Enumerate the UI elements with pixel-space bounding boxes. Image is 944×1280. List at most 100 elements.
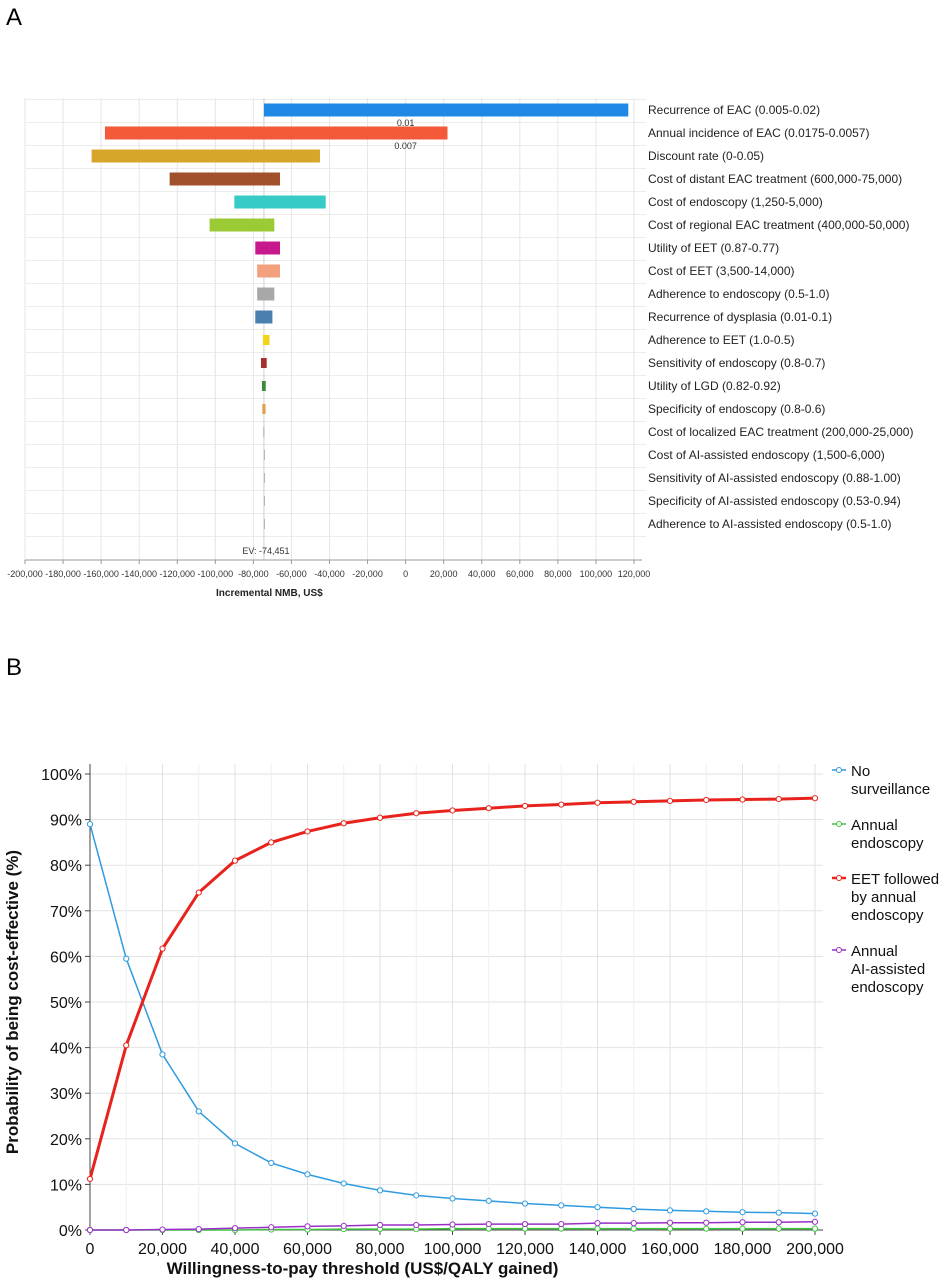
y-tick-label: 80%: [50, 858, 82, 875]
series-point: [811, 1210, 819, 1217]
series-point: [739, 1219, 746, 1226]
series-point: [195, 889, 202, 896]
series-point: [340, 820, 347, 827]
series-point: [739, 1225, 746, 1232]
series-point: [159, 945, 166, 952]
series-point: [123, 1042, 130, 1049]
y-tick-label: 100%: [41, 767, 82, 784]
bar-label: Sensitivity of AI-assisted endoscopy (0.…: [648, 471, 901, 485]
series-point: [703, 1225, 710, 1232]
series-point: [123, 1226, 130, 1234]
tornado-bar: [169, 172, 281, 186]
series-point: [775, 795, 782, 803]
bar-label: Specificity of AI-assisted endoscopy (0.…: [648, 494, 901, 508]
x-tick-label: -60,000: [276, 569, 307, 579]
series-point: [159, 1051, 166, 1058]
series-point: [340, 1222, 347, 1229]
tornado-bar: [261, 381, 266, 391]
series-point: [485, 1220, 492, 1228]
legend-label: endoscopy: [851, 907, 924, 924]
series-point: [521, 1220, 529, 1228]
x-axis-title: Incremental NMB, US$: [216, 588, 323, 599]
series-point: [811, 795, 819, 802]
x-tick-label: -40,000: [314, 569, 345, 579]
tornado-bar: [257, 264, 281, 278]
x-tick-label: 80,000: [356, 1241, 405, 1258]
series-point: [485, 805, 492, 812]
series-point: [340, 1180, 347, 1187]
series-point: [775, 1209, 782, 1216]
series-point: [558, 801, 565, 808]
legend-label: Annual: [851, 817, 898, 834]
legend-marker: [836, 875, 842, 881]
y-tick-label: 20%: [50, 1132, 82, 1149]
y-tick-label: 40%: [50, 1041, 82, 1058]
bar-label: Cost of EET (3,500-14,000): [648, 264, 795, 278]
series-point: [703, 1208, 710, 1215]
series-point: [703, 796, 710, 804]
tornado-bar: [234, 195, 326, 209]
series-point: [413, 1192, 420, 1199]
tornado-bar: [260, 358, 267, 368]
series-point: [268, 839, 275, 846]
x-tick-label: -120,000: [159, 569, 195, 579]
x-tick-label: 120,000: [618, 569, 651, 579]
series-point: [811, 1218, 819, 1225]
series-point: [86, 821, 94, 828]
series-point: [666, 1207, 674, 1214]
series-point: [123, 955, 130, 962]
tornado-bar: [263, 427, 265, 437]
series-point: [811, 1225, 819, 1232]
y-axis-title: Probability of being cost-effective (%): [3, 850, 22, 1154]
tornado-bar: [255, 310, 273, 324]
y-tick-label: 30%: [50, 1086, 82, 1103]
bar-label: Utility of LGD (0.82-0.92): [648, 379, 781, 393]
bar-label: Utility of EET (0.87-0.77): [648, 241, 779, 255]
bar-label: Cost of regional EAC treatment (400,000-…: [648, 218, 909, 232]
series-point: [449, 1221, 456, 1228]
series-point: [630, 1220, 637, 1227]
series-point: [268, 1159, 275, 1167]
tornado-bar: [263, 450, 265, 460]
x-tick-label: 0: [86, 1241, 95, 1258]
bar-label: Cost of endoscopy (1,250-5,000): [648, 195, 823, 209]
series-point: [449, 1195, 456, 1202]
legend-label: Annual: [851, 943, 898, 960]
legend-label: EET followed: [851, 871, 939, 888]
x-tick-label: -160,000: [83, 569, 119, 579]
series-point: [304, 1223, 311, 1230]
bar-label: Recurrence of dysplasia (0.01-0.1): [648, 310, 832, 324]
bar-label: Adherence to EET (1.0-0.5): [648, 333, 795, 347]
legend-marker: [836, 767, 842, 773]
x-tick-label: -140,000: [121, 569, 157, 579]
bar-annotation: 0.01: [397, 118, 415, 128]
x-tick-label: 120,000: [496, 1241, 554, 1258]
legend-marker: [836, 947, 842, 953]
series-point: [231, 1140, 239, 1147]
y-tick-label: 90%: [50, 813, 82, 830]
series-point: [485, 1197, 492, 1204]
ev-label: EV: -74,451: [242, 546, 289, 556]
series-point: [376, 814, 384, 821]
bar-label: Adherence to endoscopy (0.5-1.0): [648, 287, 829, 301]
bar-label: Discount rate (0-0.05): [648, 149, 764, 163]
series-point: [739, 1209, 746, 1216]
tornado-bar: [263, 519, 265, 529]
tornado-bar: [91, 149, 320, 163]
series-point: [775, 1225, 782, 1232]
tornado-chart: EV: -74,451 Recurrence of EAC (0.005-0.02…: [7, 98, 913, 599]
x-tick-label: 40,000: [211, 1241, 260, 1258]
series-point: [521, 1200, 529, 1207]
panel-a-label: A: [6, 4, 23, 31]
legend-label: endoscopy: [851, 979, 924, 996]
x-tick-label: -100,000: [198, 569, 234, 579]
series-point: [630, 1225, 637, 1232]
series-point: [630, 798, 637, 805]
series-point: [666, 1219, 674, 1226]
series-point: [268, 1224, 275, 1231]
series-point: [413, 1221, 420, 1229]
acceptability-curve-chart: 0% 10% 20% 30% 40% 50% 60% 70% 80% 90% 100% 0 20,000…: [3, 763, 939, 1278]
x-axis-title: Willingness-to-pay threshold (US$/QALY g…: [167, 1259, 559, 1278]
bar-label: Cost of distant EAC treatment (600,000-7…: [648, 172, 902, 186]
panel-b-label: B: [6, 654, 23, 681]
